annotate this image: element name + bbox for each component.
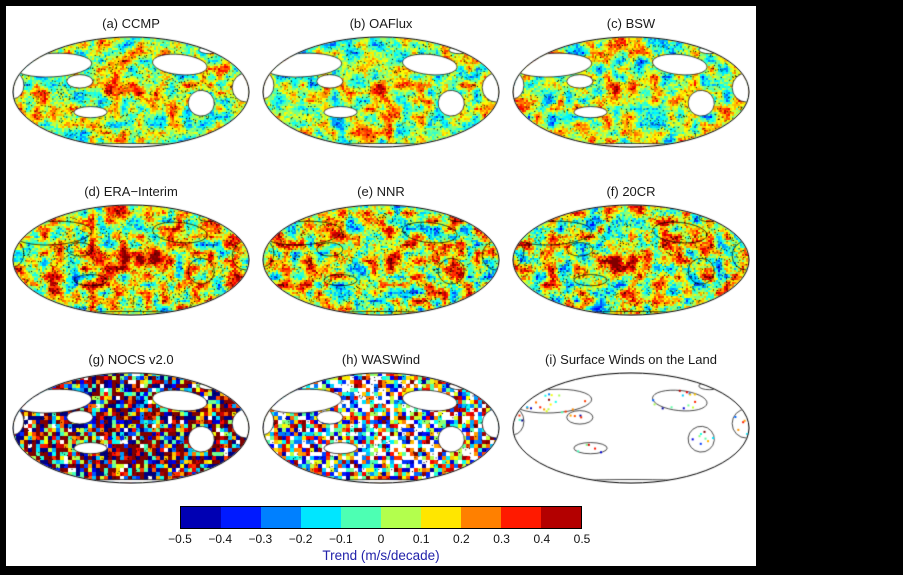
panel-title-ccmp: (a) CCMP [102,16,160,31]
panel-title-20cr: (f) 20CR [606,184,656,199]
map-panel-nnr: (e) NNR [256,184,506,316]
colorbar-tick-label: 0.5 [573,532,591,546]
map-panel-nocs: (g) NOCS v2.0 [6,352,256,484]
panel-title-bsw: (c) BSW [606,16,656,31]
colorbar-tick-label: 0.2 [453,532,470,546]
map-canvas-land-winds [512,372,750,484]
colorbar-tick-label: −0.5 [168,532,192,546]
map-panel-land-winds: (i) Surface Winds on the Land [506,352,756,484]
colorbar-area: −0.5 −0.4 −0.3 −0.2 −0.1 0 0.1 0.2 0.3 0… [168,506,590,563]
colorbar-tick-label: 0 [377,532,385,546]
colorbar-tick-label: −0.3 [248,532,273,546]
map-panel-waswind: (h) WASWind [256,352,506,484]
panel-title-era-interim: (d) ERA−Interim [84,184,178,199]
panel-title-nocs: (g) NOCS v2.0 [88,352,174,367]
colorbar-tick-label: −0.1 [328,532,353,546]
map-panel-ccmp: (a) CCMP [6,16,256,148]
map-canvas-oaflux [262,36,500,148]
map-canvas-nocs [12,372,250,484]
panel-title-nnr: (e) NNR [357,184,405,199]
map-canvas-era-interim [12,204,250,316]
map-canvas-nnr [262,204,500,316]
colorbar [180,506,582,529]
panel-title-land-winds: (i) Surface Winds on the Land [545,352,717,367]
colorbar-ticks: −0.5 −0.4 −0.3 −0.2 −0.1 0 0.1 0.2 0.3 0… [168,532,590,547]
figure-content-area: (a) CCMP (b) OAFlux (c) BSW (d) ERA−Inte… [6,6,756,566]
map-panel-era-interim: (d) ERA−Interim [6,184,256,316]
map-canvas-bsw [512,36,750,148]
panel-title-waswind: (h) WASWind [341,352,421,367]
colorbar-tick-label: −0.2 [288,532,313,546]
map-canvas-ccmp [12,36,250,148]
colorbar-tick-label: −0.4 [208,532,233,546]
colorbar-tick-label: 0.4 [533,532,551,546]
colorbar-label: Trend (m/s/decade) [322,548,440,563]
map-canvas-waswind [262,372,500,484]
map-panel-bsw: (c) BSW [506,16,756,148]
map-grid: (a) CCMP (b) OAFlux (c) BSW (d) ERA−Inte… [6,6,756,484]
map-panel-20cr: (f) 20CR [506,184,756,316]
map-panel-oaflux: (b) OAFlux [256,16,506,148]
map-canvas-20cr [512,204,750,316]
panel-title-oaflux: (b) OAFlux [349,16,413,31]
colorbar-tick-label: 0.3 [493,532,510,546]
colorbar-tick-label: 0.1 [412,532,430,546]
